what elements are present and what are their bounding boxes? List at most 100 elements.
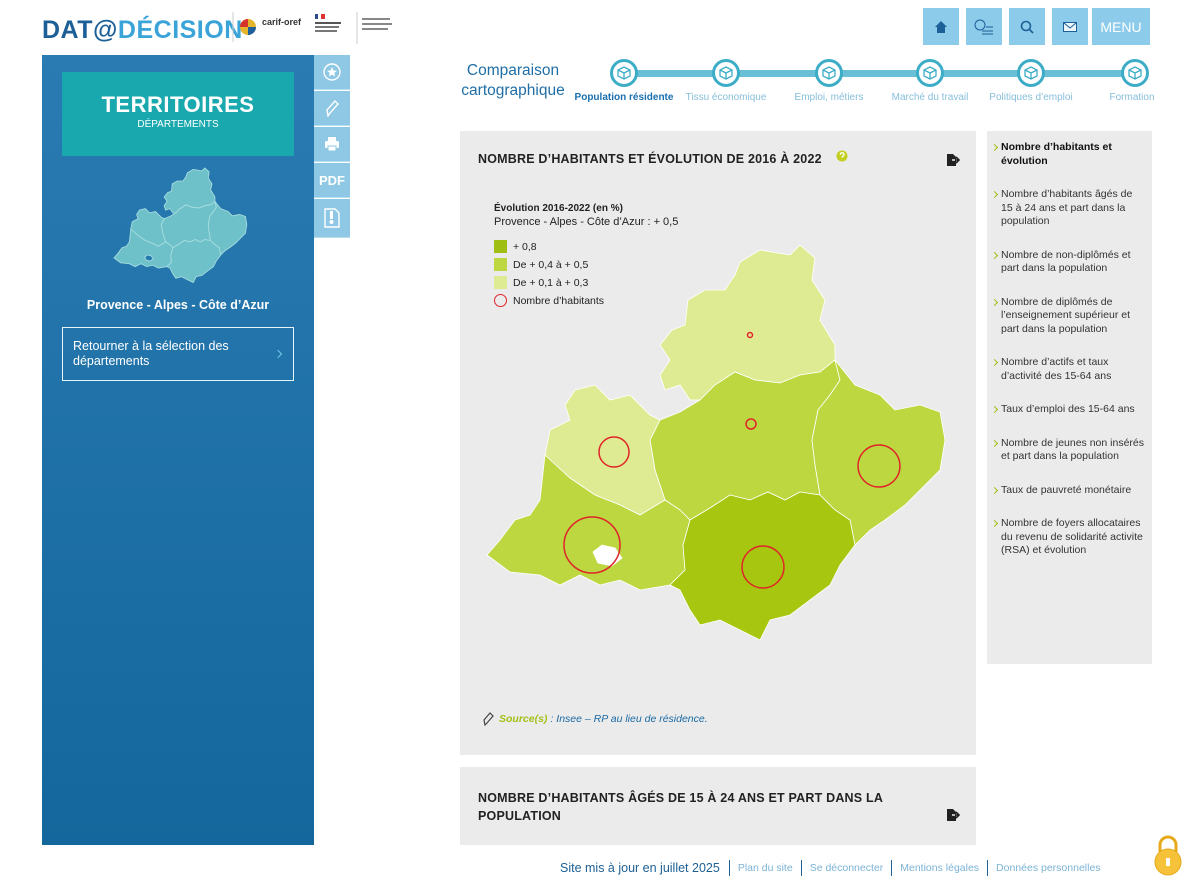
cube-icon bbox=[1024, 66, 1038, 80]
department bbox=[113, 227, 174, 269]
export-icon[interactable] bbox=[946, 808, 960, 822]
home-button[interactable] bbox=[923, 8, 959, 45]
indicator-link[interactable]: Nombre de foyers allocataires du revenu … bbox=[992, 517, 1144, 558]
indicator-link[interactable]: Taux d’emploi des 15-64 ans bbox=[992, 403, 1144, 417]
step-dot[interactable] bbox=[815, 59, 843, 87]
legend-label: De + 0,4 à + 0,5 bbox=[513, 258, 589, 271]
search-button[interactable] bbox=[1009, 8, 1045, 45]
indicator-link[interactable]: Nombre d’habitants âgés de 15 à 24 ans e… bbox=[992, 188, 1144, 229]
favorite-button[interactable] bbox=[314, 55, 350, 90]
step-label[interactable]: Emploi, métiers bbox=[794, 92, 864, 103]
population-circle bbox=[746, 331, 754, 339]
search-icon bbox=[1020, 20, 1034, 34]
mail-button[interactable] bbox=[1052, 8, 1088, 45]
print-button[interactable] bbox=[314, 127, 350, 162]
indicator-link[interactable]: Nombre de non-diplômés et part dans la p… bbox=[992, 249, 1144, 276]
favorites-icon bbox=[974, 19, 993, 34]
legend-item: De + 0,1 à + 0,3 bbox=[494, 276, 588, 289]
legend-circle bbox=[494, 294, 507, 307]
steps-title: Comparaison cartographique bbox=[461, 62, 565, 99]
population-circles bbox=[563, 331, 901, 589]
legend-summary: Provence - Alpes - Côte d’Azur : + 0,5 bbox=[494, 216, 679, 228]
lake bbox=[144, 254, 154, 262]
territory-title: TERRITOIRES bbox=[101, 92, 255, 117]
population-circle bbox=[563, 516, 621, 574]
partner-icon bbox=[232, 12, 256, 42]
step-label[interactable]: Tissu économique bbox=[685, 92, 767, 103]
partner-name: carif-oref bbox=[262, 17, 302, 27]
population-circle bbox=[598, 436, 630, 468]
source-label: Source(s) bbox=[499, 713, 548, 725]
step-dot[interactable] bbox=[712, 59, 740, 87]
indicator-link[interactable]: Taux de pauvreté monétaire bbox=[992, 484, 1144, 498]
source: Source(s): Insee – RP au lieu de résiden… bbox=[482, 712, 708, 726]
department[interactable] bbox=[669, 491, 856, 641]
indicator-link[interactable]: Nombre de diplômés de l’enseignement sup… bbox=[992, 296, 1144, 337]
star-icon bbox=[323, 63, 341, 81]
step-dot[interactable] bbox=[610, 59, 638, 87]
step-dot[interactable] bbox=[1121, 59, 1149, 87]
indicator-link[interactable]: Nombre d’actifs et taux d’activité des 1… bbox=[992, 356, 1144, 383]
logo-prefix: DAT@ bbox=[42, 16, 118, 44]
zip-icon bbox=[324, 208, 340, 228]
legend-item: De + 0,4 à + 0,5 bbox=[494, 258, 588, 271]
legend-item: Nombre d’habitants bbox=[494, 294, 604, 307]
territory-subtitle: DÉPARTEMENTS bbox=[137, 119, 219, 130]
map bbox=[486, 244, 946, 641]
footer-link[interactable]: Plan du site bbox=[728, 860, 801, 876]
panel-title: NOMBRE D’HABITANTS ET ÉVOLUTION DE 2016 … bbox=[478, 152, 822, 166]
step-label[interactable]: Marché du travail bbox=[891, 92, 969, 103]
footer-link[interactable]: Mentions légales bbox=[891, 860, 987, 876]
source-button[interactable] bbox=[314, 91, 350, 126]
update-note: Site mis à jour en juillet 2025 bbox=[560, 861, 720, 875]
cube-icon bbox=[1128, 66, 1142, 80]
legend-swatch bbox=[494, 258, 507, 271]
back-link-text: Retourner à la sélection des département… bbox=[73, 339, 229, 368]
lock-icon[interactable] bbox=[1152, 834, 1184, 878]
legend-swatch bbox=[494, 276, 507, 289]
department[interactable] bbox=[486, 454, 691, 591]
menu-button[interactable]: MENU bbox=[1092, 8, 1150, 45]
legend-label: + 0,8 bbox=[513, 240, 537, 253]
prefecture-logos bbox=[315, 12, 392, 44]
step-label[interactable]: Formation bbox=[1109, 92, 1155, 103]
cube-icon bbox=[822, 66, 836, 80]
footer-link[interactable]: Données personnelles bbox=[987, 860, 1109, 876]
department[interactable] bbox=[811, 359, 946, 546]
cube-icon bbox=[719, 66, 733, 80]
zip-button[interactable] bbox=[314, 199, 350, 238]
step-dot[interactable] bbox=[916, 59, 944, 87]
indicator-list: Nombre d’habitants et évolution Nombre d’… bbox=[987, 131, 1152, 664]
back-link[interactable]: Retourner à la sélection des département… bbox=[62, 327, 294, 381]
print-icon bbox=[325, 137, 339, 152]
help-icon[interactable] bbox=[836, 150, 848, 162]
favorites-button[interactable] bbox=[966, 8, 1002, 45]
departments bbox=[113, 167, 248, 284]
department bbox=[207, 201, 248, 256]
mail-icon bbox=[1063, 21, 1077, 32]
pen-icon bbox=[483, 712, 494, 726]
source-text: : Insee – RP au lieu de résidence. bbox=[550, 713, 708, 725]
indicator-link[interactable]: Nombre de jeunes non insérés et part dan… bbox=[992, 437, 1144, 464]
next-panel bbox=[460, 767, 976, 845]
cube-icon bbox=[617, 66, 631, 80]
export-icon[interactable] bbox=[946, 153, 960, 167]
pdf-button[interactable]: PDF bbox=[314, 163, 350, 198]
step-label[interactable]: Population résidente bbox=[574, 92, 674, 103]
home-icon bbox=[935, 20, 947, 33]
logo[interactable]: DAT@DÉCISION bbox=[42, 16, 243, 45]
pen-icon bbox=[326, 99, 339, 117]
step-dot[interactable] bbox=[1017, 59, 1045, 87]
legend-item: + 0,8 bbox=[494, 240, 537, 253]
population-circle bbox=[745, 418, 757, 430]
region-name: Provence - Alpes - Côte d’Azur bbox=[86, 298, 270, 312]
chevron bbox=[273, 349, 283, 359]
departments bbox=[486, 244, 946, 641]
footer-link[interactable]: Se déconnecter bbox=[800, 860, 892, 876]
steps-track bbox=[624, 70, 1135, 77]
panel-title-text: NOMBRE D’HABITANTS ET ÉVOLUTION DE 2016 … bbox=[478, 152, 822, 166]
indicator-link[interactable]: Nombre d’habitants et évolution bbox=[992, 141, 1144, 168]
step-label[interactable]: Politiques d’emploi bbox=[989, 92, 1073, 103]
